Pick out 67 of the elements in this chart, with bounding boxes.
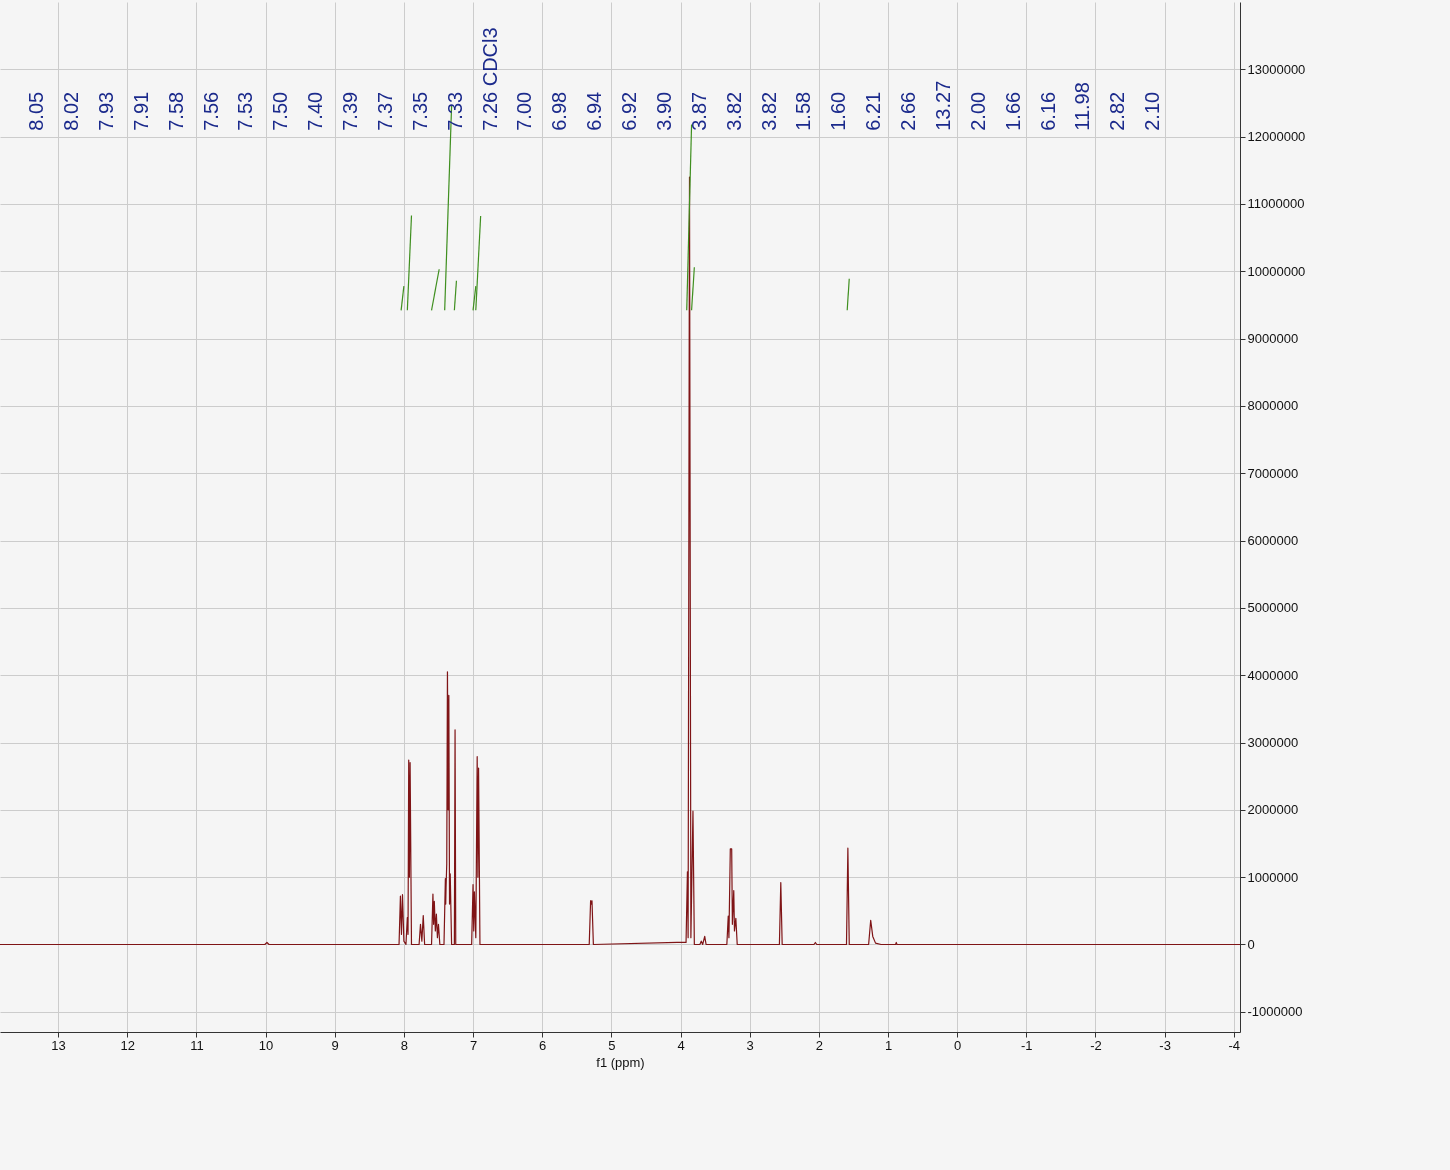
annotation: 6.92 (618, 91, 641, 131)
x-tick-label: 0 (954, 1037, 962, 1053)
annotation: 8.05 (25, 91, 48, 131)
x-tick-label: 9 (331, 1037, 339, 1053)
y-tick-label: 6000000 (1247, 533, 1299, 549)
annotation: 6.16 (1036, 91, 1059, 131)
y-tick-label: 5000000 (1247, 600, 1299, 616)
annotation: 7.53 (234, 91, 257, 131)
annotation: 3.87 (687, 91, 710, 131)
y-tick-label: -1000000 (1247, 1004, 1303, 1020)
annotation: 1.66 (1001, 91, 1024, 131)
annotation: 2.10 (1141, 91, 1164, 131)
annotation: 2.00 (966, 91, 989, 131)
x-tick-label: 2 (815, 1037, 823, 1053)
annotation: 7.33 (443, 91, 466, 131)
x-tick-label: 10 (258, 1037, 274, 1053)
y-tick-label: 0 (1247, 936, 1255, 952)
x-tick-label: -2 (1090, 1037, 1102, 1053)
annotation: 7.26 CDCl3 (478, 27, 501, 131)
annotation: 8.02 (60, 91, 83, 131)
y-tick-label: 1000000 (1247, 869, 1299, 885)
annotation: 7.58 (164, 91, 187, 131)
annotation: 7.00 (513, 91, 536, 131)
annotation: 2.82 (1106, 91, 1129, 131)
x-tick-label: 11 (190, 1037, 204, 1053)
x-tick-label: 5 (608, 1037, 616, 1053)
x-tick-label: 7 (469, 1037, 478, 1053)
x-tick-label: 3 (746, 1037, 754, 1053)
annotation: 7.56 (199, 91, 222, 131)
annotation: 3.82 (722, 91, 745, 131)
annotation: 7.35 (408, 91, 431, 131)
y-tick-label: 4000000 (1247, 667, 1299, 683)
x-tick-label: -1 (1021, 1037, 1033, 1053)
x-tick-label: -3 (1159, 1037, 1171, 1053)
x-tick-label: 12 (120, 1037, 135, 1053)
annotation: 6.98 (548, 91, 571, 131)
annotation: 1.60 (827, 91, 850, 131)
x-tick-label: 1 (884, 1037, 893, 1053)
annotation: 7.50 (269, 91, 292, 131)
x-tick-label: -4 (1228, 1037, 1241, 1053)
annotation: 6.94 (583, 91, 606, 131)
annotation: 7.39 (339, 91, 362, 131)
y-tick-label: 11000000 (1247, 196, 1305, 212)
y-tick-label: 8000000 (1247, 398, 1299, 414)
y-tick-label: 10000000 (1247, 263, 1306, 279)
y-tick-label: 7000000 (1247, 465, 1299, 481)
x-tick-label: 8 (400, 1037, 408, 1053)
annotation: 7.40 (304, 91, 327, 131)
annotation: 6.21 (862, 91, 885, 131)
annotation: 7.91 (129, 91, 152, 131)
x-tick-label: 6 (539, 1037, 547, 1053)
y-tick-label: 13000000 (1247, 61, 1306, 77)
annotation: 11.98 (1071, 82, 1094, 131)
y-tick-label: 12000000 (1247, 129, 1306, 145)
annotation: 7.93 (94, 91, 117, 131)
x-tick-label: 13 (51, 1037, 66, 1053)
y-tick-label: 9000000 (1247, 331, 1299, 347)
x-tick-label: 4 (677, 1037, 685, 1053)
annotation: 3.90 (652, 91, 675, 131)
annotation: 7.37 (373, 91, 396, 131)
y-tick-label: 2000000 (1247, 802, 1299, 818)
x-axis-title: f1 (ppm) (596, 1054, 645, 1070)
annotation: 2.66 (897, 91, 920, 131)
annotation: 3.82 (757, 91, 780, 131)
annotation: 13.27 (931, 80, 954, 131)
y-tick-label: 3000000 (1247, 735, 1299, 751)
annotation: 1.58 (792, 91, 815, 131)
